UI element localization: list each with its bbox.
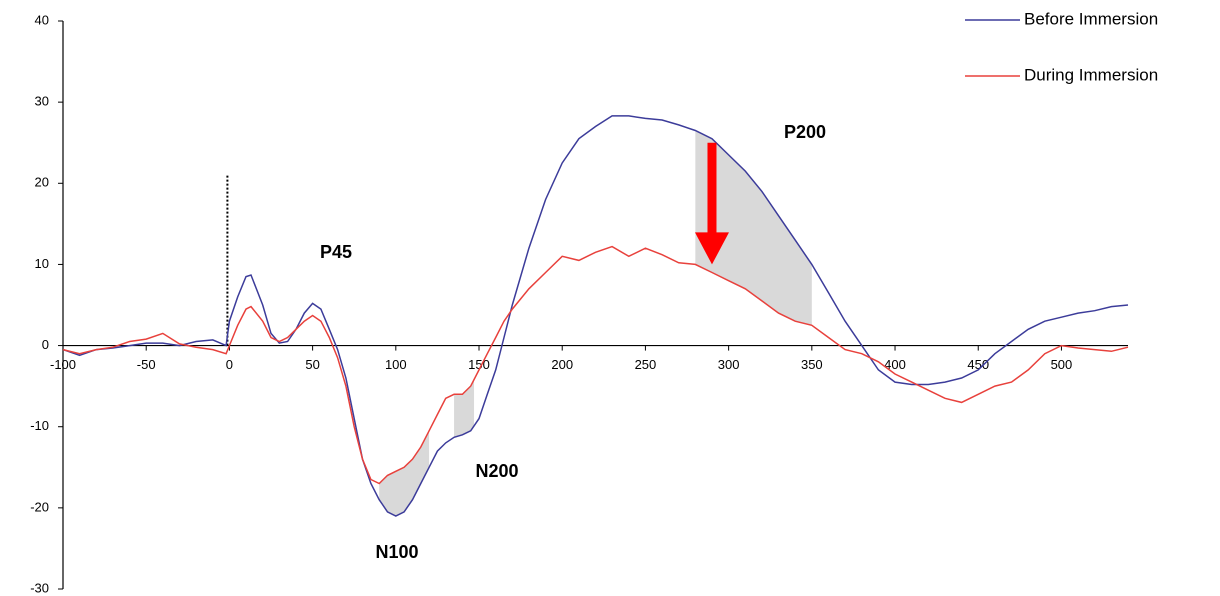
x-tick-label: 200 (551, 357, 573, 372)
series-line (62, 245, 1129, 485)
x-tick-label: 350 (801, 357, 823, 372)
annotation: P45 (320, 242, 352, 262)
legend-label: Before Immersion (1024, 9, 1158, 28)
x-tick-label: 250 (635, 357, 657, 372)
series-line (62, 115, 1129, 517)
x-tick-label: 100 (385, 357, 407, 372)
x-tick-label: -50 (137, 357, 156, 372)
y-tick-label: 30 (35, 94, 49, 109)
shaded-region (695, 130, 812, 326)
annotation: N100 (375, 542, 418, 562)
y-tick-label: 10 (35, 256, 49, 271)
y-tick-label: -20 (30, 499, 49, 514)
y-tick-label: 0 (42, 337, 49, 352)
x-tick-label: 50 (305, 357, 319, 372)
y-tick-label: 20 (35, 175, 49, 190)
arrow-head (694, 232, 729, 265)
x-tick-label: 0 (226, 357, 233, 372)
shaded-region (454, 379, 475, 438)
y-tick-label: 40 (35, 12, 49, 27)
y-tick-label: -30 (30, 580, 49, 595)
x-tick-label: -100 (50, 357, 76, 372)
y-tick-label: -10 (30, 418, 49, 433)
x-tick-label: 300 (718, 357, 740, 372)
shaded-region (379, 430, 430, 516)
x-tick-label: 450 (967, 357, 989, 372)
annotation: N200 (475, 461, 518, 481)
annotation: P200 (784, 122, 826, 142)
x-tick-label: 400 (884, 357, 906, 372)
legend-label: During Immersion (1024, 65, 1158, 84)
x-tick-label: 500 (1051, 357, 1073, 372)
